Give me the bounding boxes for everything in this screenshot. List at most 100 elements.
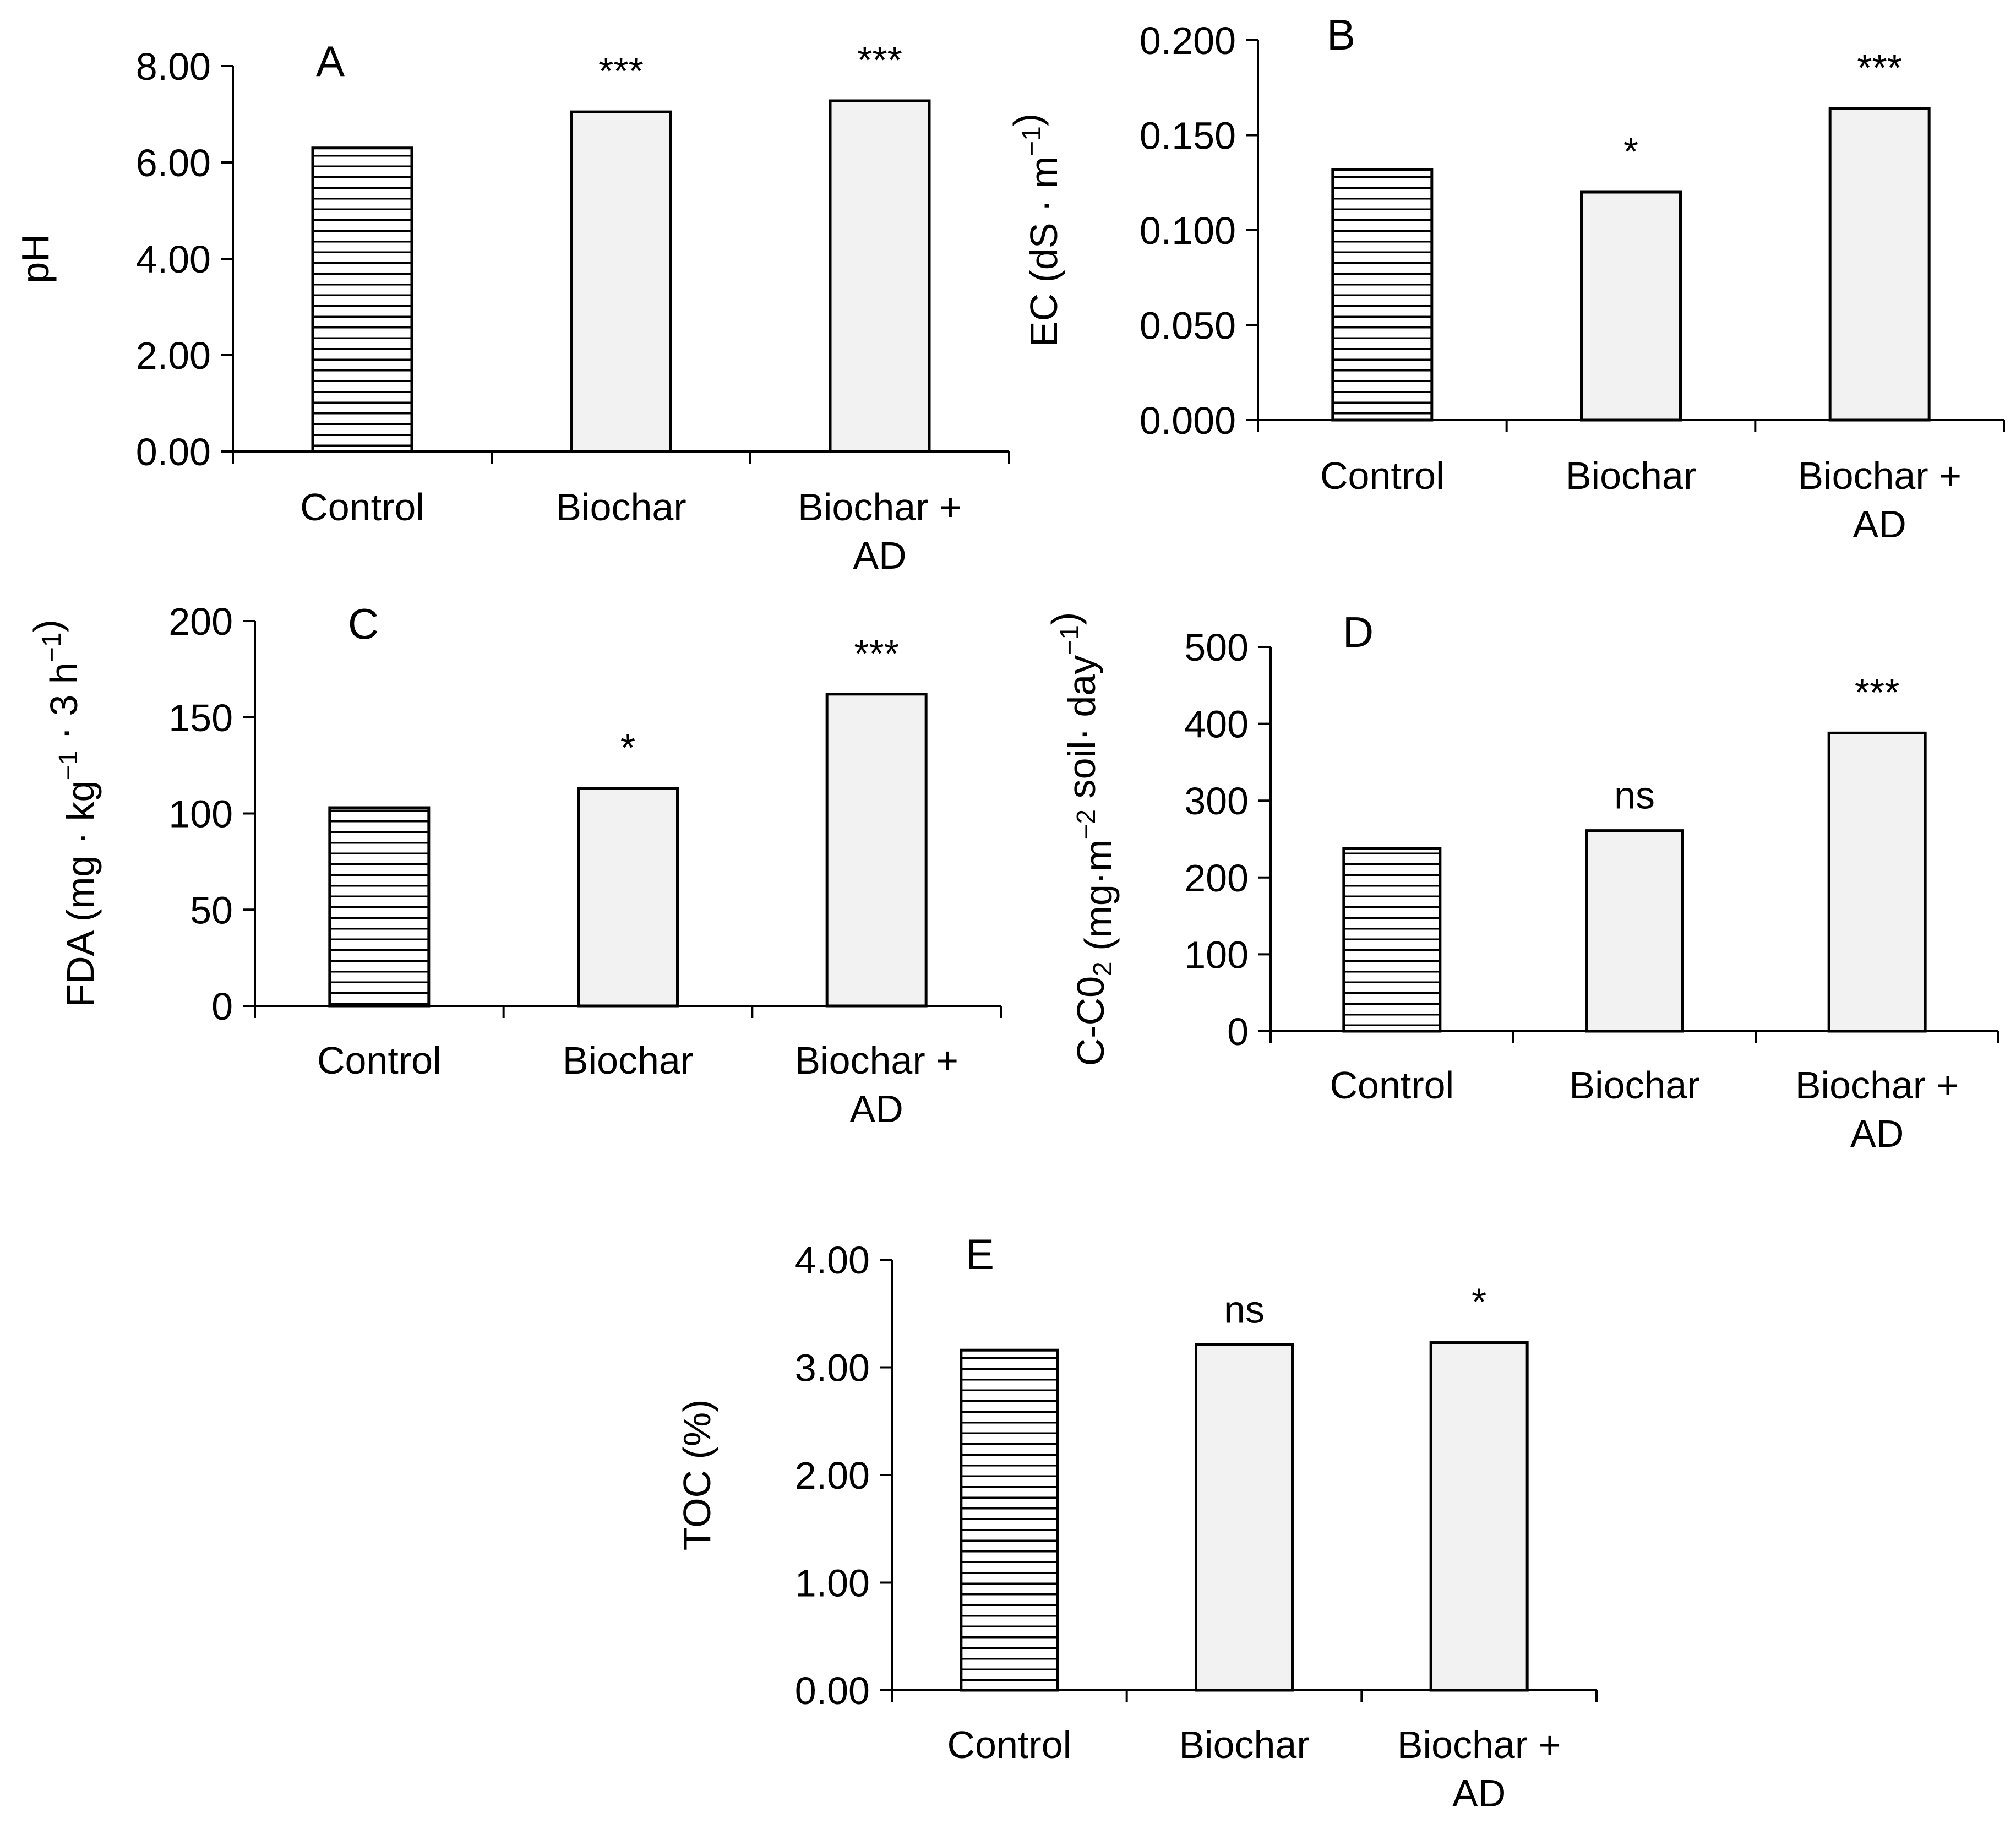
y-tick-label-d: 0 (1227, 1010, 1249, 1053)
category-label-b: AD (1853, 503, 1906, 546)
y-axis-label-part: EC (dS · m (1022, 156, 1065, 347)
category-label-d: Control (1330, 1064, 1454, 1107)
bar-c-3 (825, 693, 928, 1008)
y-axis-label-part: ) (26, 619, 69, 632)
y-axis-label-a: pH (14, 234, 57, 283)
significance-e: * (1472, 1281, 1486, 1324)
y-tick-label-d: 200 (1184, 857, 1249, 900)
panel-label-d: D (1343, 608, 1374, 656)
y-tick-label-c: 100 (168, 793, 233, 836)
panel-label-c: C (348, 600, 379, 648)
y-tick-label-a: 8.00 (136, 45, 211, 88)
significance-d: *** (1855, 671, 1900, 714)
y-axis-label-part: soil· day (1060, 655, 1103, 809)
y-tick-label-d: 400 (1184, 703, 1249, 746)
y-tick-label-e: 3.00 (795, 1347, 870, 1390)
y-axis-label-part: · 3 h (42, 662, 85, 750)
y-axis-label-part: ) (1006, 113, 1049, 126)
category-label-a: AD (853, 534, 906, 577)
category-label-d: Biochar + (1795, 1064, 1959, 1107)
y-tick-label-e: 4.00 (795, 1239, 870, 1282)
significance-a: *** (598, 50, 644, 92)
y-tick-label-a: 4.00 (136, 238, 211, 281)
y-axis-label-part: −2 (1072, 809, 1101, 840)
category-label-a: Control (300, 486, 424, 529)
category-label-c: Biochar (563, 1039, 693, 1082)
bar-e-3 (1429, 1341, 1529, 1692)
y-tick-label-e: 1.00 (795, 1562, 870, 1605)
bar-b-1 (1331, 168, 1434, 422)
panel-label-b: B (1327, 10, 1355, 59)
panel-c: 0 50 100 150 200 Control Biochar * Biochar + AD **… (26, 600, 1002, 1130)
bar-e-2 (1195, 1343, 1294, 1692)
panel-e: 0.00 1.00 2.00 3.00 4.00 Control Biochar ns Bioc… (675, 1230, 1598, 1815)
y-axis-label-d: C-C02 (mg·m−2 soil· day−1) (1044, 612, 1120, 1066)
y-axis-label-c: FDA (mg · kg−1 · 3 h−1) (26, 619, 102, 1008)
y-tick-label-c: 200 (168, 600, 233, 643)
category-label-b: Control (1320, 454, 1445, 497)
significance-c: * (620, 726, 635, 769)
category-label-c: Control (317, 1039, 442, 1082)
y-axis-label-e: TOC (%) (675, 1400, 718, 1551)
y-tick-label-e: 2.00 (795, 1454, 870, 1497)
y-tick-label-a: 2.00 (136, 334, 211, 377)
significance-e: ns (1224, 1288, 1265, 1331)
y-axis-label-part: −1 (37, 633, 67, 663)
panel-label-a: A (316, 37, 345, 85)
y-tick-label-b: 0.000 (1140, 399, 1236, 442)
significance-a: *** (857, 39, 902, 81)
y-tick-label-d: 300 (1184, 780, 1249, 823)
category-label-a: Biochar + (798, 486, 962, 529)
panel-a: 0.00 2.00 4.00 6.00 8.00 Control Biochar *** Bio… (14, 37, 1010, 577)
bar-a-1 (311, 146, 413, 453)
y-tick-label-c: 50 (190, 889, 233, 932)
y-tick-label-b: 0.150 (1140, 115, 1236, 157)
bar-d-3 (1827, 731, 1927, 1033)
y-tick-label-e: 0.00 (795, 1669, 870, 1712)
y-axis-label-part: 2 (1088, 961, 1118, 976)
bar-d-1 (1342, 847, 1442, 1033)
panel-b: 0.000 0.050 0.100 0.150 0.200 Control Biochar *… (1006, 10, 2005, 546)
bar-c-2 (577, 787, 679, 1008)
panel-d: 0 100 200 300 400 500 Control Biochar ns Biochar … (1044, 608, 1999, 1155)
bar-d-2 (1585, 829, 1684, 1033)
category-label-c: Biochar + (794, 1039, 958, 1082)
y-tick-label-a: 6.00 (136, 141, 211, 184)
bar-e-1 (960, 1348, 1059, 1692)
category-label-e: Control (947, 1723, 1072, 1766)
category-label-e: Biochar + (1397, 1723, 1561, 1766)
y-axis-label-part: −1 (54, 750, 83, 781)
y-axis-label-part: (mg·m (1077, 840, 1120, 962)
y-axis-label-part: −1 (1017, 126, 1047, 156)
y-tick-label-c: 0 (211, 985, 233, 1028)
y-tick-label-c: 150 (168, 696, 233, 739)
y-axis-label-part: ) (1044, 612, 1087, 625)
y-axis-label-part: C-C0 (1069, 976, 1112, 1066)
category-label-e: Biochar (1179, 1723, 1309, 1766)
significance-b: *** (1857, 46, 1902, 89)
y-tick-label-b: 0.200 (1140, 19, 1236, 62)
category-label-c: AD (850, 1087, 903, 1130)
category-label-b: Biochar + (1797, 454, 1961, 497)
bar-a-3 (829, 99, 931, 453)
y-tick-label-a: 0.00 (136, 431, 211, 473)
category-label-e: AD (1452, 1772, 1506, 1815)
significance-c: *** (854, 632, 899, 675)
y-tick-label-b: 0.050 (1140, 304, 1236, 347)
bar-a-2 (570, 110, 672, 453)
bar-b-3 (1828, 107, 1931, 422)
bar-c-1 (328, 806, 431, 1008)
y-tick-label-b: 0.100 (1140, 209, 1236, 252)
significance-d: ns (1614, 774, 1655, 817)
category-label-a: Biochar (555, 486, 686, 529)
category-label-d: Biochar (1569, 1064, 1699, 1107)
y-axis-label-part: FDA (mg · kg (59, 781, 102, 1008)
y-tick-label-d: 500 (1184, 626, 1249, 669)
category-label-d: AD (1850, 1112, 1904, 1155)
y-axis-label-part: −1 (1055, 625, 1085, 655)
y-tick-label-d: 100 (1184, 933, 1249, 976)
y-axis-label-b: EC (dS · m−1) (1006, 113, 1065, 347)
significance-b: * (1623, 130, 1638, 173)
